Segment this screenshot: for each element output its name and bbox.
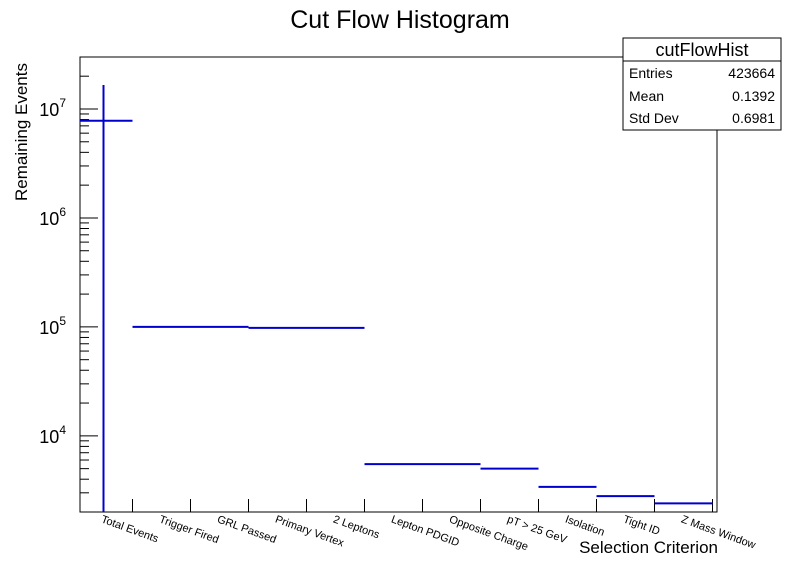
y-tick-label-exponent: 7	[59, 96, 66, 110]
y-tick-label-base: 10	[39, 427, 59, 447]
x-category-label: GRL Passed	[215, 514, 277, 546]
x-axis-title: Selection Criterion	[579, 538, 718, 557]
y-tick-label-exponent: 4	[59, 423, 66, 437]
x-category-label: Isolation	[563, 514, 606, 539]
x-category-label: Tight ID	[621, 514, 661, 538]
y-tick-label-base: 10	[39, 318, 59, 338]
stats-stddev-value: 0.6981	[732, 110, 775, 126]
histogram-bars	[80, 85, 713, 512]
y-tick-label-exponent: 5	[59, 314, 66, 328]
stats-mean-value: 0.1392	[732, 88, 775, 104]
x-category-label: Trigger Fired	[157, 514, 220, 547]
y-tick-label: 107	[39, 96, 66, 120]
plot-frame	[79, 56, 718, 513]
stats-box: cutFlowHist Entries 423664 Mean 0.1392 S…	[622, 37, 782, 131]
stats-entries-value: 423664	[728, 65, 775, 81]
y-tick-label-base: 10	[39, 100, 59, 120]
stats-box-frame	[622, 37, 782, 131]
stats-mean-label: Mean	[629, 88, 664, 104]
y-axis-title: Remaining Events	[12, 63, 31, 201]
stats-entries-label: Entries	[629, 65, 673, 81]
y-tick-label-base: 10	[39, 209, 59, 229]
y-tick-label: 106	[39, 205, 66, 229]
stats-box-title: cutFlowHist	[655, 40, 748, 60]
stats-stddev-label: Std Dev	[629, 110, 679, 126]
y-tick-label: 104	[39, 423, 66, 447]
chart-title: Cut Flow Histogram	[290, 6, 510, 34]
y-tick-label: 105	[39, 314, 66, 338]
x-category-label: Total Events	[99, 514, 160, 546]
y-tick-label-exponent: 6	[59, 205, 66, 219]
x-axis-ticks	[132, 499, 713, 512]
